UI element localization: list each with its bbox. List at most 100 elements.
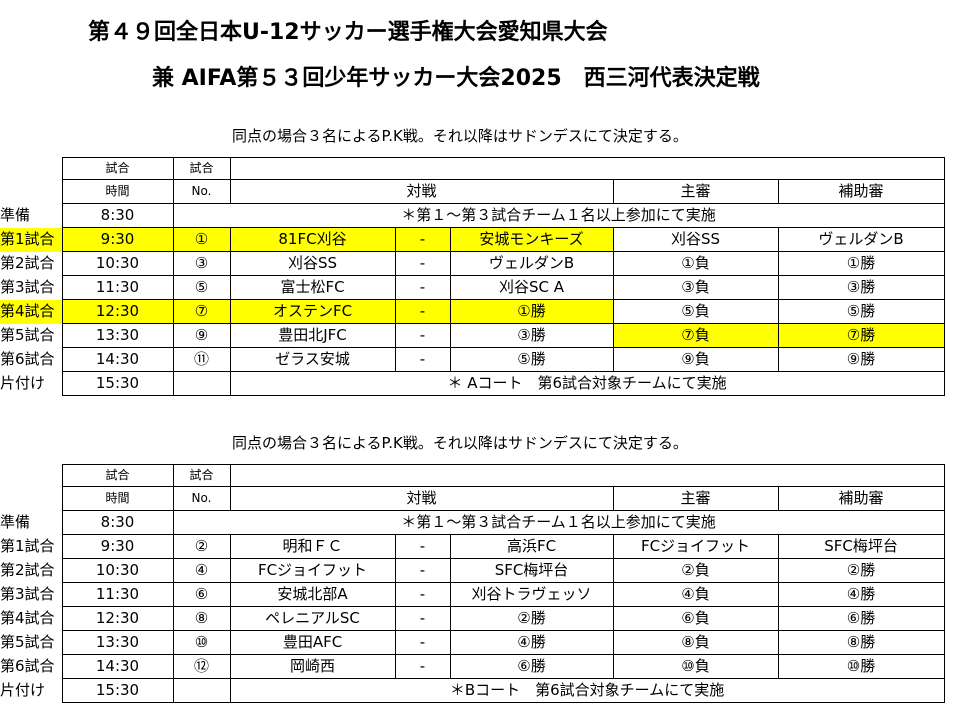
match-number: ④	[172, 558, 231, 583]
away-team: ②勝	[449, 606, 614, 631]
assistant-team: ⑥勝	[777, 606, 945, 631]
home-team: 富士松FC	[229, 275, 396, 300]
table-row: 第1試合 9:30 ② 明和ＦＣ - 高浜FC FCジョイフット SFC梅坪台	[0, 534, 945, 559]
match-time: 13:30	[61, 323, 174, 348]
match-label: 第4試合	[0, 609, 55, 627]
cleanup-note: ＊Bコート 第6試合対象チームにて実施	[229, 678, 945, 703]
home-team: ペレニアルSC	[229, 606, 396, 631]
match-time: 9:30	[61, 534, 174, 559]
referee-team: ④負	[612, 582, 779, 607]
assistant-team: SFC梅坪台	[777, 534, 945, 559]
referee-team: ②負	[612, 558, 779, 583]
document-subtitle: 兼 AIFA第５３回少年サッカー大会2025 西三河代表決定戦	[152, 66, 760, 91]
referee-team: 刈谷SS	[612, 227, 779, 252]
table-row: 第5試合 13:30 ⑨ 豊田北JFC - ③勝 ⑦負 ⑦勝	[0, 323, 945, 348]
header-no-top: 試合	[172, 157, 231, 180]
match-time: 14:30	[61, 347, 174, 372]
match-label: 第4試合	[0, 299, 62, 324]
assistant-team: ⑩勝	[777, 654, 945, 679]
header-time-bottom: 時間	[61, 179, 174, 204]
match-number: ⑩	[172, 630, 231, 655]
match-label: 第5試合	[0, 326, 55, 344]
table-row: 第2試合 10:30 ④ FCジョイフット - SFC梅坪台 ②負 ②勝	[0, 558, 945, 583]
away-team: ①勝	[449, 299, 614, 324]
referee-team: ⑥負	[612, 606, 779, 631]
referee-team: ⑤負	[612, 299, 779, 324]
schedule-table-a: 試合 試合 時間 No. 対戦 主審 補助審 準備 8:30 ＊第１～第３試合チ…	[0, 157, 945, 396]
home-team: 明和ＦＣ	[229, 534, 396, 559]
assistant-team: ②勝	[777, 558, 945, 583]
document-title: 第４９回全日本U-12サッカー選手権大会愛知県大会	[88, 20, 608, 45]
match-label: 第2試合	[0, 254, 55, 272]
match-label: 第6試合	[0, 350, 55, 368]
table-row: 第4試合 12:30 ⑧ ペレニアルSC - ②勝 ⑥負 ⑥勝	[0, 606, 945, 631]
versus-dash: -	[394, 347, 451, 372]
assistant-team: ⑧勝	[777, 630, 945, 655]
assistant-team: ④勝	[777, 582, 945, 607]
match-number: ⑨	[172, 323, 231, 348]
header-match: 対戦	[229, 179, 614, 204]
away-team: ⑥勝	[449, 654, 614, 679]
home-team: 岡崎西	[229, 654, 396, 679]
match-time: 11:30	[61, 582, 174, 607]
match-label: 第1試合	[0, 537, 55, 555]
prep-label: 準備	[0, 206, 31, 224]
assistant-team: ①勝	[777, 251, 945, 276]
pk-rule-note-b: 同点の場合３名によるP.K戦。それ以降はサドンデスにて決定する。	[232, 434, 688, 452]
versus-dash: -	[394, 323, 451, 348]
table-row: 第1試合 9:30 ① 81FC刈谷 - 安城モンキーズ 刈谷SS ヴェルダンB	[0, 227, 945, 252]
table-row: 第4試合 12:30 ⑦ オステンFC - ①勝 ⑤負 ⑤勝	[0, 299, 945, 324]
table-row: 第2試合 10:30 ③ 刈谷SS - ヴェルダンB ①負 ①勝	[0, 251, 945, 276]
table-row: 第3試合 11:30 ⑤ 富士松FC - 刈谷SC A ③負 ③勝	[0, 275, 945, 300]
versus-dash: -	[394, 227, 451, 252]
table-row: 第6試合 14:30 ⑪ ゼラス安城 - ⑤勝 ⑨負 ⑨勝	[0, 347, 945, 372]
match-time: 9:30	[61, 227, 174, 252]
away-team: SFC梅坪台	[449, 558, 614, 583]
match-time: 10:30	[61, 251, 174, 276]
home-team: 安城北部A	[229, 582, 396, 607]
prep-note: ＊第１～第３試合チーム１名以上参加にて実施	[172, 203, 945, 228]
versus-dash: -	[394, 299, 451, 324]
referee-team: ⑧負	[612, 630, 779, 655]
prep-time: 8:30	[61, 203, 174, 228]
versus-dash: -	[394, 251, 451, 276]
header-no-bottom: No.	[172, 179, 231, 204]
header-row: 試合 試合	[0, 464, 945, 487]
match-time: 12:30	[61, 299, 174, 324]
assistant-team: ⑨勝	[777, 347, 945, 372]
referee-team: ①負	[612, 251, 779, 276]
away-team: ⑤勝	[449, 347, 614, 372]
header-referee: 主審	[612, 179, 779, 204]
referee-team: ⑩負	[612, 654, 779, 679]
match-number: ⑤	[172, 275, 231, 300]
versus-dash: -	[394, 582, 451, 607]
home-team: 豊田AFC	[229, 630, 396, 655]
referee-team: ③負	[612, 275, 779, 300]
home-team: オステンFC	[229, 299, 396, 324]
header-assistant: 補助審	[777, 486, 945, 511]
home-team: 刈谷SS	[229, 251, 396, 276]
prep-label: 準備	[0, 513, 31, 531]
cleanup-time: 15:30	[61, 678, 174, 703]
pk-rule-note-a: 同点の場合３名によるP.K戦。それ以降はサドンデスにて決定する。	[232, 127, 688, 145]
away-team: 刈谷SC A	[449, 275, 614, 300]
match-number: ③	[172, 251, 231, 276]
cleanup-row: 片付け 15:30 ＊Bコート 第6試合対象チームにて実施	[0, 678, 945, 703]
prep-row: 準備 8:30 ＊第１～第３試合チーム１名以上参加にて実施	[0, 510, 945, 535]
home-team: 81FC刈谷	[229, 227, 396, 252]
match-label: 第3試合	[0, 585, 55, 603]
header-blank-span	[229, 464, 945, 487]
versus-dash: -	[394, 534, 451, 559]
match-number: ⑥	[172, 582, 231, 607]
match-number: ⑦	[172, 299, 231, 324]
header-no-top: 試合	[172, 464, 231, 487]
assistant-team: ⑦勝	[777, 323, 945, 348]
cleanup-blank	[172, 371, 231, 396]
home-team: 豊田北JFC	[229, 323, 396, 348]
header-time-top: 試合	[61, 157, 174, 180]
header-time-top: 試合	[61, 464, 174, 487]
header-no-bottom: No.	[172, 486, 231, 511]
header-blank-span	[229, 157, 945, 180]
match-label: 第6試合	[0, 657, 55, 675]
header-row: 時間 No. 対戦 主審 補助審	[0, 179, 945, 204]
